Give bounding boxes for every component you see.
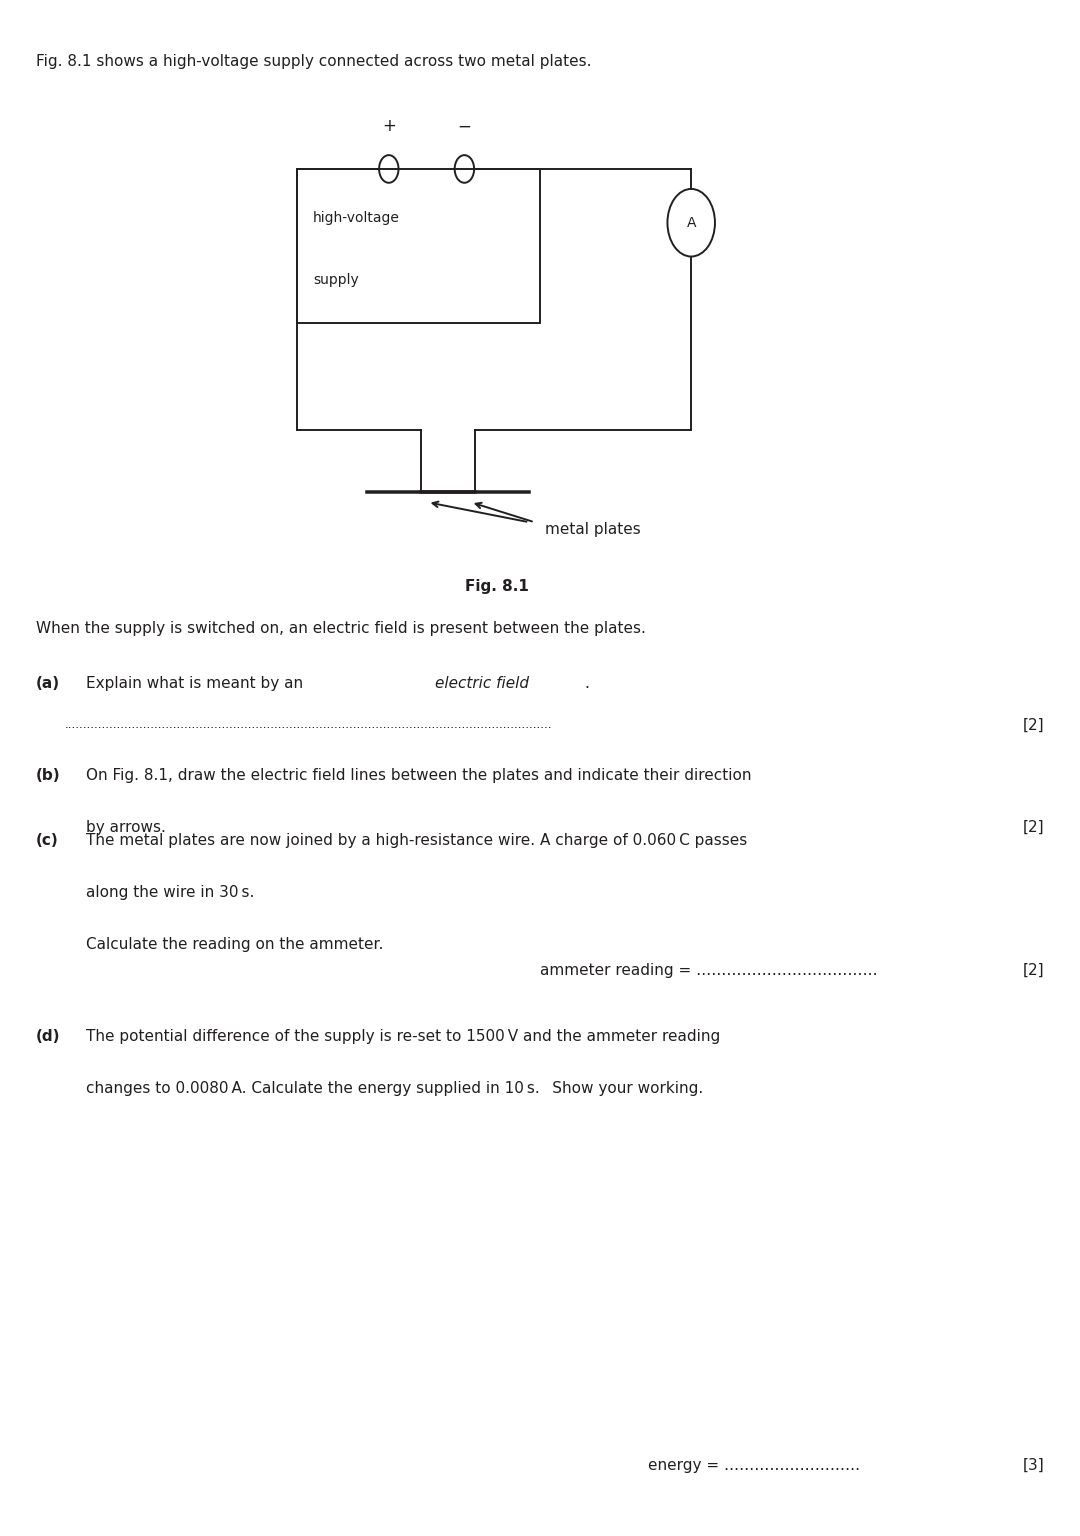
Text: (d): (d) xyxy=(36,1029,60,1044)
Text: +: + xyxy=(382,117,395,135)
Text: Fig. 8.1: Fig. 8.1 xyxy=(464,579,529,594)
Text: A: A xyxy=(687,215,696,230)
Text: ammeter reading = ………………………………: ammeter reading = ……………………………… xyxy=(540,963,878,978)
Text: The metal plates are now joined by a high-resistance wire. A charge of 0.060 C p: The metal plates are now joined by a hig… xyxy=(86,833,747,848)
Text: [3]: [3] xyxy=(1023,1458,1044,1473)
Text: [2]: [2] xyxy=(1023,963,1044,978)
Text: The potential difference of the supply is re-set to 1500 V and the ammeter readi: The potential difference of the supply i… xyxy=(86,1029,720,1044)
Text: When the supply is switched on, an electric field is present between the plates.: When the supply is switched on, an elect… xyxy=(36,621,646,636)
Bar xyxy=(297,169,540,323)
Text: Fig. 8.1 shows a high-voltage supply connected across two metal plates.: Fig. 8.1 shows a high-voltage supply con… xyxy=(36,54,591,69)
Text: (c): (c) xyxy=(36,833,58,848)
Text: ................................................................................: ........................................… xyxy=(65,719,552,731)
Text: [2]: [2] xyxy=(1023,820,1044,836)
Text: electric field: electric field xyxy=(435,676,529,691)
Text: (b): (b) xyxy=(36,768,60,783)
Text: Explain what is meant by an: Explain what is meant by an xyxy=(86,676,309,691)
Text: On Fig. 8.1, draw the electric field lines between the plates and indicate their: On Fig. 8.1, draw the electric field lin… xyxy=(86,768,752,783)
Text: high-voltage: high-voltage xyxy=(313,210,400,226)
Text: [2]: [2] xyxy=(1023,717,1044,733)
Text: (a): (a) xyxy=(36,676,59,691)
Text: metal plates: metal plates xyxy=(545,522,642,538)
Text: by arrows.: by arrows. xyxy=(86,820,166,836)
Text: energy = ………………………: energy = ……………………… xyxy=(648,1458,860,1473)
Text: .: . xyxy=(584,676,590,691)
Text: −: − xyxy=(458,117,471,135)
Text: changes to 0.0080 A. Calculate the energy supplied in 10 s.  Show your working.: changes to 0.0080 A. Calculate the energ… xyxy=(86,1081,704,1097)
Text: supply: supply xyxy=(313,272,359,287)
Text: along the wire in 30 s.: along the wire in 30 s. xyxy=(86,885,255,900)
Text: Calculate the reading on the ammeter.: Calculate the reading on the ammeter. xyxy=(86,937,383,952)
